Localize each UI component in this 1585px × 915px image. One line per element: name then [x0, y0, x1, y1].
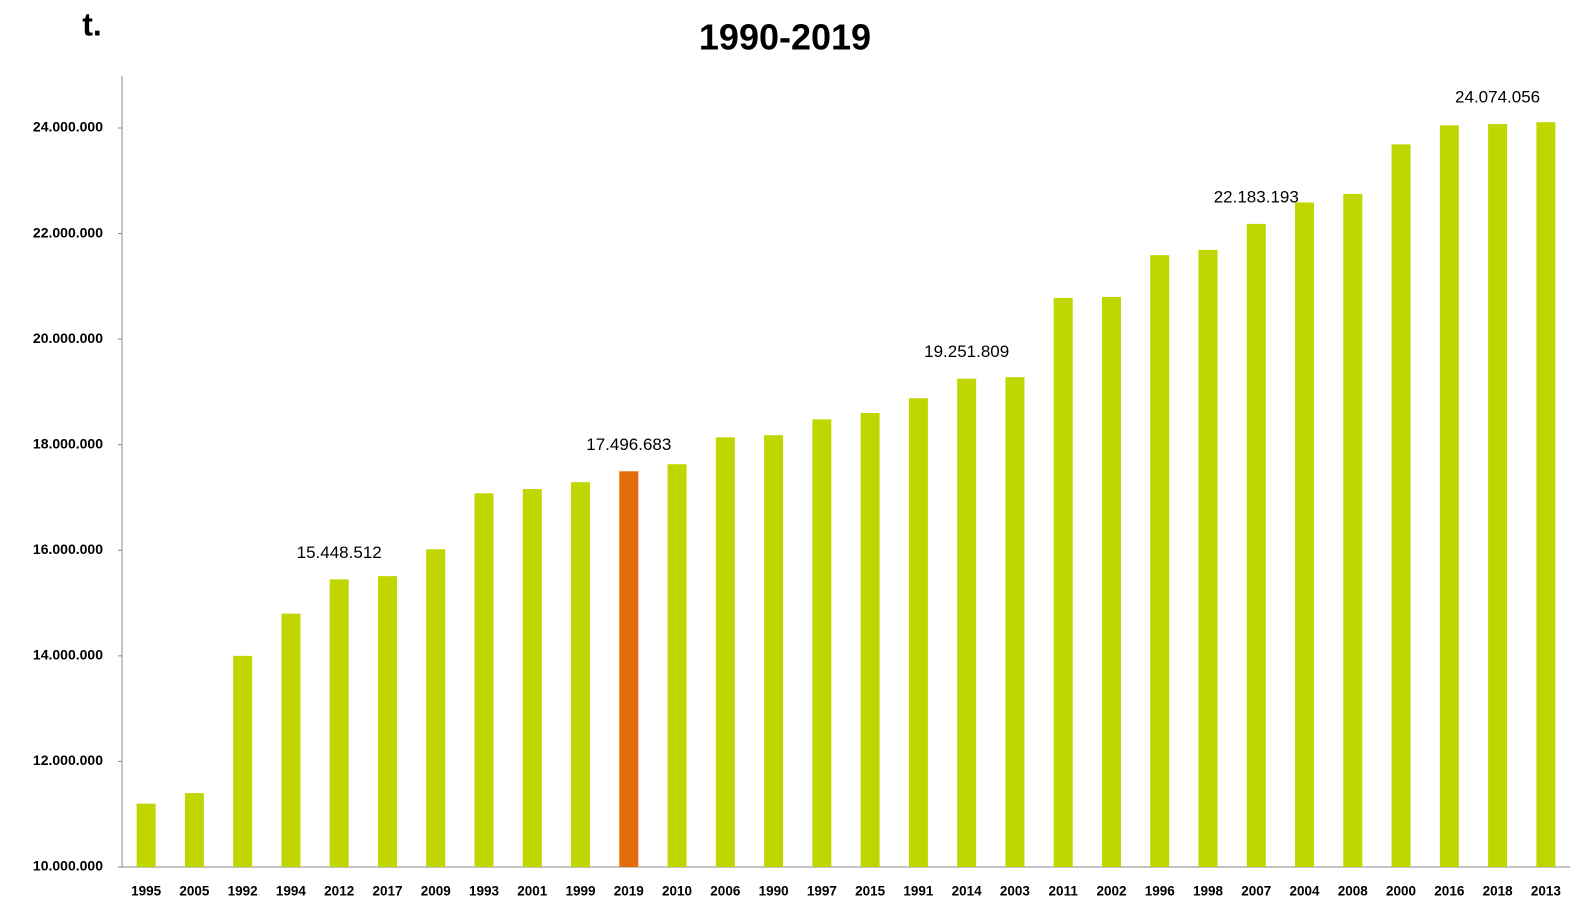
bar	[1198, 249, 1218, 867]
bar	[1053, 297, 1073, 868]
bar	[715, 437, 735, 867]
y-tick-label: 18.000.000	[33, 435, 103, 451]
bar	[619, 471, 639, 867]
bar	[1246, 223, 1266, 867]
bar	[233, 655, 253, 867]
x-tick-label: 2004	[1290, 884, 1321, 899]
bar	[1295, 202, 1315, 867]
x-tick-label: 2019	[614, 884, 644, 899]
x-tick-label: 2018	[1483, 884, 1514, 899]
x-tick-label: 1991	[903, 884, 934, 899]
x-tick-label: 2009	[421, 884, 451, 899]
x-tick-label: 1990	[759, 884, 789, 899]
y-tick-label: 12.000.000	[33, 752, 103, 768]
bar	[1488, 124, 1508, 868]
x-tick-label: 2010	[662, 884, 692, 899]
x-tick-label: 1999	[566, 884, 596, 899]
x-tick-label: 1992	[228, 884, 258, 899]
bar	[281, 613, 301, 867]
bar	[764, 435, 784, 867]
bar	[1391, 144, 1411, 867]
bar	[860, 413, 880, 867]
bar	[667, 464, 687, 867]
x-tick-label: 1997	[807, 884, 837, 899]
bar	[426, 549, 446, 867]
x-tick-label: 2015	[855, 884, 886, 899]
x-tick-label: 1994	[276, 884, 307, 899]
bar	[571, 482, 591, 867]
annotation: t.	[82, 6, 102, 42]
x-tick-label: 2006	[710, 884, 741, 899]
value-label: 19.251.809	[924, 342, 1009, 361]
value-label: 17.496.683	[586, 435, 671, 454]
x-tick-label: 2000	[1386, 884, 1416, 899]
x-tick-label: 2013	[1531, 884, 1562, 899]
x-tick-label: 2011	[1049, 884, 1079, 899]
bar	[1150, 255, 1170, 868]
x-tick-label: 2007	[1241, 884, 1271, 899]
y-tick-label: 10.000.000	[33, 858, 103, 874]
y-tick-label: 24.000.000	[33, 119, 103, 135]
bar	[184, 793, 204, 867]
bar	[329, 579, 349, 867]
bar	[1536, 122, 1556, 867]
bar	[474, 493, 494, 867]
bar	[812, 419, 832, 867]
bar	[957, 378, 977, 867]
x-tick-label: 2005	[179, 884, 210, 899]
y-tick-label: 16.000.000	[33, 541, 103, 557]
x-tick-label: 2002	[1096, 884, 1126, 899]
x-tick-label: 2001	[517, 884, 548, 899]
chart-title: 1990-2019	[699, 17, 871, 58]
bar	[908, 398, 928, 867]
y-tick-label: 14.000.000	[33, 647, 103, 663]
value-label: 22.183.193	[1214, 187, 1299, 206]
bar	[1343, 193, 1363, 867]
x-tick-label: 1998	[1193, 884, 1224, 899]
bar	[522, 489, 542, 867]
x-tick-label: 1996	[1145, 884, 1176, 899]
bar	[136, 803, 156, 867]
x-tick-label: 2008	[1338, 884, 1369, 899]
value-label: 15.448.512	[297, 543, 382, 562]
y-tick-label: 20.000.000	[33, 330, 103, 346]
x-tick-label: 2012	[324, 884, 354, 899]
x-tick-label: 2014	[952, 884, 983, 899]
bar	[1101, 296, 1121, 867]
x-tick-label: 2016	[1434, 884, 1465, 899]
x-tick-label: 2017	[372, 884, 402, 899]
x-tick-label: 1993	[469, 884, 500, 899]
x-tick-label: 1995	[131, 884, 162, 899]
bar	[377, 576, 397, 867]
value-label: 24.074.056	[1455, 88, 1540, 107]
bar	[1005, 377, 1025, 867]
x-tick-label: 2003	[1000, 884, 1031, 899]
bar	[1439, 125, 1459, 867]
y-tick-label: 22.000.000	[33, 224, 103, 240]
